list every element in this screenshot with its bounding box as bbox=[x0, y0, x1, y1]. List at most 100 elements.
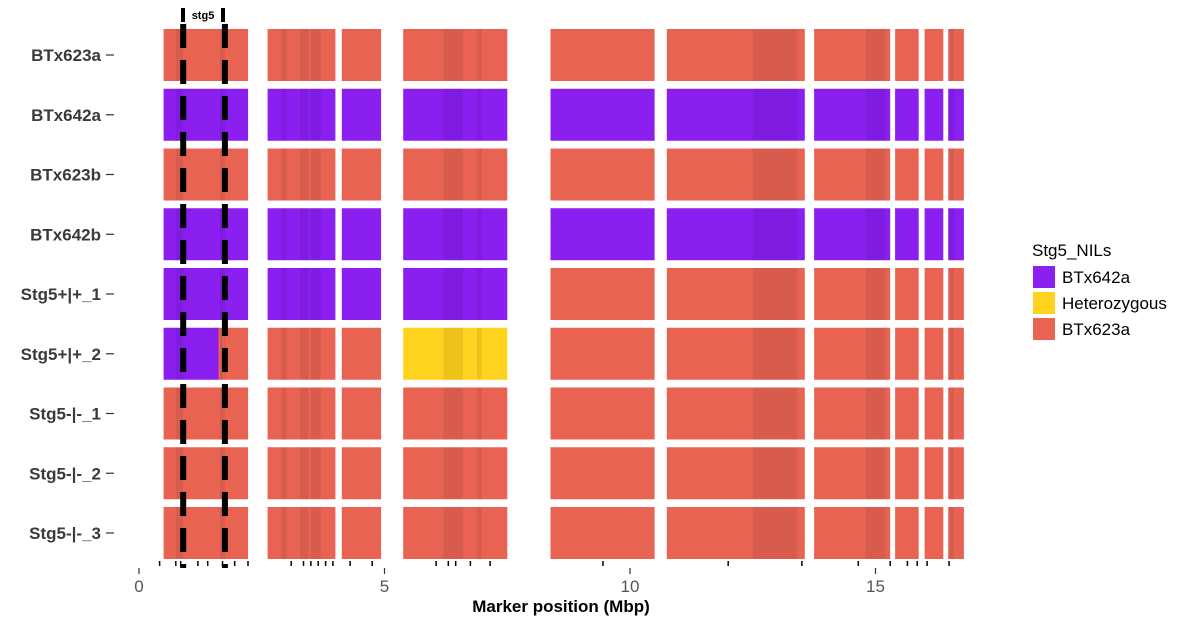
genotype-cell bbox=[341, 387, 382, 440]
row-label: BTx623a bbox=[31, 46, 101, 65]
genotype-cell bbox=[666, 447, 805, 500]
dense-marker-region bbox=[949, 208, 954, 261]
dense-marker-region bbox=[476, 88, 482, 141]
genotype-cell bbox=[163, 507, 249, 559]
genotype-cell bbox=[924, 88, 944, 141]
dense-marker-region bbox=[220, 387, 225, 440]
genotype-cell bbox=[267, 29, 336, 81]
genotype-cell bbox=[403, 387, 508, 440]
genotype-row bbox=[163, 208, 964, 261]
dense-marker-region bbox=[281, 148, 287, 201]
genotype-row bbox=[163, 29, 964, 81]
genotype-cell bbox=[403, 268, 508, 320]
x-axis: 0 5 10 15 bbox=[134, 561, 950, 596]
genotype-cell bbox=[550, 387, 655, 440]
dense-marker-region bbox=[752, 88, 797, 141]
row-label: BTx642a bbox=[31, 106, 101, 125]
dense-marker-region bbox=[281, 447, 287, 500]
genotype-cell bbox=[163, 88, 249, 141]
dense-marker-region bbox=[310, 29, 321, 81]
row-label: Stg5-|-_1 bbox=[29, 405, 101, 424]
genotype-cell bbox=[550, 507, 655, 559]
genotype-cell bbox=[341, 447, 382, 500]
genotype-cell bbox=[948, 507, 964, 559]
genotype-cell bbox=[924, 387, 944, 440]
dense-marker-region bbox=[443, 29, 463, 81]
dense-marker-region bbox=[476, 268, 482, 320]
x-tick-label: 10 bbox=[621, 577, 640, 596]
genotype-cell bbox=[163, 387, 249, 440]
dense-marker-region bbox=[865, 387, 886, 440]
genotype-cell bbox=[924, 327, 944, 380]
genotype-cell bbox=[895, 327, 919, 380]
genotype-cell bbox=[666, 208, 805, 261]
genotype-row bbox=[163, 88, 964, 141]
genotype-cell bbox=[403, 29, 508, 81]
legend-swatch-btx642a bbox=[1033, 266, 1055, 288]
row-label: Stg5-|-_3 bbox=[29, 524, 101, 543]
genotype-cell bbox=[267, 88, 336, 141]
row-label: BTx642b bbox=[30, 225, 101, 244]
genotype-cell bbox=[948, 88, 964, 141]
dense-marker-region bbox=[300, 29, 309, 81]
row-label: BTx623b bbox=[30, 166, 101, 185]
genotype-cell bbox=[403, 447, 508, 500]
genotype-cell bbox=[666, 88, 805, 141]
dense-marker-region bbox=[175, 148, 184, 201]
genotype-cell bbox=[814, 507, 891, 559]
dense-marker-region bbox=[175, 507, 184, 559]
genotype-cell bbox=[666, 148, 805, 201]
x-tick-label: 15 bbox=[866, 577, 885, 596]
plot-panel bbox=[163, 29, 964, 559]
genotype-cell bbox=[267, 208, 336, 261]
genotype-cell bbox=[666, 507, 805, 559]
genotype-cell bbox=[924, 29, 944, 81]
genotype-cell bbox=[341, 29, 382, 81]
dense-marker-region bbox=[752, 387, 797, 440]
genotype-cell bbox=[666, 29, 805, 81]
dense-marker-region bbox=[300, 327, 309, 380]
genotype-cell bbox=[403, 88, 508, 141]
dense-marker-region bbox=[865, 447, 886, 500]
dense-marker-region bbox=[752, 327, 797, 380]
genotype-cell bbox=[403, 327, 508, 380]
dense-marker-region bbox=[310, 327, 321, 380]
legend: Stg5_NILs BTx642a Heterozygous BTx623a bbox=[1032, 241, 1167, 340]
dense-marker-region bbox=[175, 88, 184, 141]
dense-marker-region bbox=[443, 507, 463, 559]
genotype-cell bbox=[163, 447, 249, 500]
dense-marker-region bbox=[752, 208, 797, 261]
dense-marker-region bbox=[281, 208, 287, 261]
dense-marker-region bbox=[300, 208, 309, 261]
dense-marker-region bbox=[476, 447, 482, 500]
dense-marker-region bbox=[476, 507, 482, 559]
dense-marker-region bbox=[865, 268, 886, 320]
qtl-left-cap bbox=[181, 8, 185, 22]
genotype-cell bbox=[267, 148, 336, 201]
genotype-cell bbox=[948, 268, 964, 320]
genotype-cell bbox=[341, 208, 382, 261]
dense-marker-region bbox=[949, 88, 954, 141]
genotype-cell bbox=[341, 88, 382, 141]
dense-marker-region bbox=[865, 507, 886, 559]
legend-label-btx642a: BTx642a bbox=[1062, 268, 1131, 287]
dense-marker-region bbox=[443, 148, 463, 201]
genotype-cell bbox=[814, 327, 891, 380]
x-tick-label: 5 bbox=[380, 577, 389, 596]
dense-marker-region bbox=[443, 387, 463, 440]
genotype-cell bbox=[403, 148, 508, 201]
genotype-cell bbox=[948, 447, 964, 500]
genotype-cell bbox=[895, 29, 919, 81]
dense-marker-region bbox=[949, 29, 954, 81]
dense-marker-region bbox=[281, 327, 287, 380]
dense-marker-region bbox=[175, 387, 184, 440]
genotype-cell bbox=[163, 208, 249, 261]
genotype-cell bbox=[948, 148, 964, 201]
dense-marker-region bbox=[443, 208, 463, 261]
genotype-cell bbox=[341, 327, 382, 380]
legend-title: Stg5_NILs bbox=[1032, 241, 1111, 260]
genotype-cell bbox=[550, 29, 655, 81]
genotype-cell bbox=[948, 327, 964, 380]
dense-marker-region bbox=[281, 507, 287, 559]
